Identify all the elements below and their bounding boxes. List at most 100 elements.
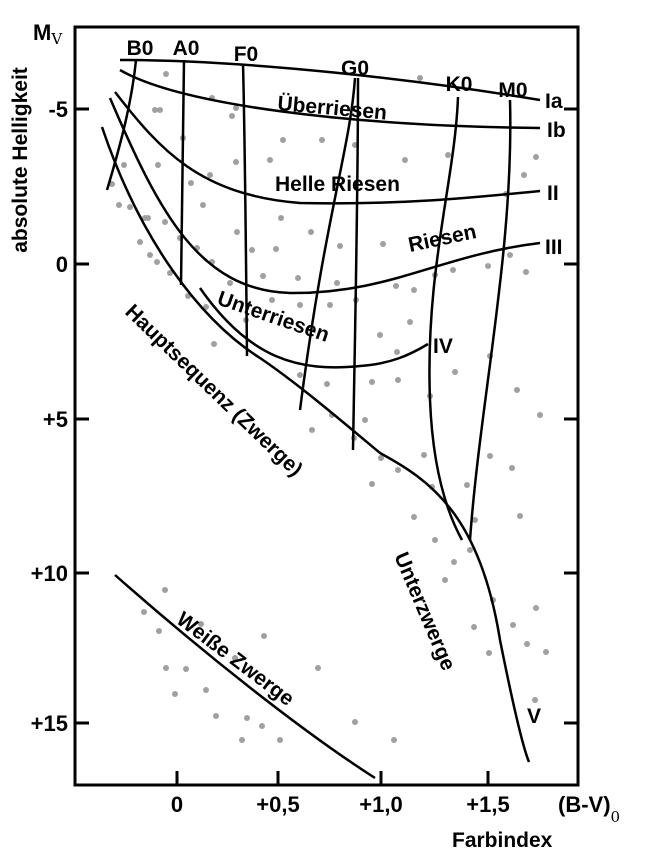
lum-label-iv: IV (433, 335, 453, 358)
spectral-lines (105, 59, 512, 541)
star-dot (524, 641, 530, 647)
star-dot (411, 287, 417, 293)
star-dot (394, 349, 400, 355)
star-dot (395, 467, 401, 473)
star-dot (157, 107, 163, 113)
star-dot (378, 455, 384, 461)
lum-label-v: V (527, 705, 541, 728)
star-dot (337, 243, 343, 249)
star-dot (411, 514, 417, 520)
star-dot (352, 719, 358, 725)
x-axis-tick-labels: 0 +0,5 +1,0 +1,5 (171, 792, 510, 817)
star-dot (163, 71, 169, 77)
star-dot (162, 587, 168, 593)
spectral-label-m0: M0 (498, 79, 527, 102)
star-dot (471, 624, 477, 630)
star-dot (278, 215, 284, 221)
star-dot (183, 666, 189, 672)
star-dot (451, 559, 457, 565)
star-dot (334, 280, 340, 286)
x-tick-label: +1,0 (359, 792, 402, 817)
lum-label-ib: Ib (547, 119, 566, 142)
star-dot (537, 412, 543, 418)
x-axis-title: Farbindex (452, 829, 553, 852)
star-dot (402, 157, 408, 163)
star-dot (200, 202, 206, 208)
curve-ib (119, 68, 541, 130)
star-dot (395, 377, 401, 383)
star-dot (116, 202, 122, 208)
spectral-class-labels: B0 A0 F0 G0 K0 M0 (127, 37, 528, 102)
star-dot (259, 723, 265, 729)
star-dot (267, 157, 273, 163)
curve-ia (119, 58, 541, 102)
star-dot (297, 302, 303, 308)
y-tick-label: 0 (56, 252, 68, 277)
star-dot (249, 247, 255, 253)
star-dot (324, 381, 330, 387)
star-dot (280, 137, 286, 143)
curve-white-dwarfs (114, 574, 376, 780)
star-dot (244, 715, 250, 721)
star-dot (227, 280, 233, 286)
spectral-label-g0: G0 (341, 57, 369, 80)
star-dot (514, 387, 520, 393)
line-g0 (298, 77, 357, 411)
spectral-label-a0: A0 (173, 37, 200, 60)
star-dot (156, 628, 162, 634)
curve-ii (114, 91, 541, 205)
star-dot (445, 152, 451, 158)
star-dot (154, 259, 160, 265)
x-tick-marks (175, 771, 490, 785)
line-a0 (179, 59, 186, 286)
star-dot (315, 665, 321, 671)
star-dot (162, 219, 168, 225)
star-dot (533, 154, 539, 160)
star-dot (261, 633, 267, 639)
star-dot (327, 302, 333, 308)
star-dot (369, 379, 375, 385)
star-dot (377, 332, 383, 338)
star-dot (277, 737, 283, 743)
star-dot (407, 319, 413, 325)
curve-iii (108, 97, 541, 295)
y-tick-label: +15 (31, 711, 68, 736)
star-dots (109, 71, 549, 743)
star-dot (507, 252, 513, 258)
y-axis-tick-labels: -5 0 +5 +10 +15 (31, 97, 68, 736)
y-axis-title: absolute Helligkeit (9, 67, 32, 253)
star-dot (452, 369, 458, 375)
star-dot (421, 452, 427, 458)
region-bright-giants: Helle Riesen (275, 173, 400, 196)
star-dot (485, 263, 491, 269)
region-subdwarfs: Unterzwerge (389, 549, 459, 674)
star-dot (532, 697, 538, 703)
star-dot (517, 513, 523, 519)
star-dot (472, 517, 478, 523)
plot-frame (73, 25, 580, 787)
star-dot (442, 577, 448, 583)
star-dot (486, 650, 492, 656)
star-dot (229, 113, 235, 119)
star-dot (543, 649, 549, 655)
star-dot (319, 137, 325, 143)
line-m0 (468, 99, 512, 541)
y-tick-label: -5 (48, 97, 68, 122)
line-b0 (105, 59, 138, 191)
star-dot (510, 622, 516, 628)
x-tick-label: 0 (171, 792, 183, 817)
star-dot (147, 252, 153, 258)
star-dot (260, 273, 266, 279)
star-dot (152, 107, 158, 113)
region-labels: Überriesen Helle Riesen Riesen Unterries… (121, 92, 479, 711)
y-tick-label: +10 (31, 561, 68, 586)
line-f0 (241, 63, 249, 357)
star-dot (172, 691, 178, 697)
star-dot (141, 609, 147, 615)
star-dot (234, 229, 240, 235)
luminosity-curves (100, 58, 541, 780)
star-dot (417, 75, 423, 81)
star-dot (521, 172, 527, 178)
star-dot (155, 162, 161, 168)
